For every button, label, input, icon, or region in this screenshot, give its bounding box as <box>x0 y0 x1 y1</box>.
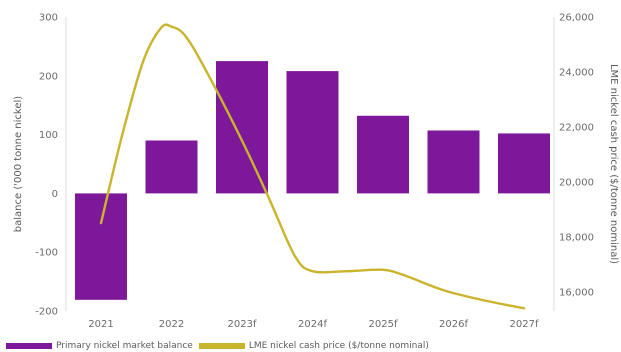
legend-swatch-price <box>198 342 245 349</box>
bar-2021 <box>75 193 127 300</box>
x-tick-label: 2025f <box>369 319 398 330</box>
y2-tick-label: 24,000 <box>559 67 594 78</box>
bar-2027f <box>498 133 550 194</box>
y2-tick-label: 18,000 <box>559 232 594 243</box>
y-tick-label: 200 <box>39 71 58 82</box>
legend-swatch-balance <box>6 342 52 349</box>
x-tick-label: 2021 <box>88 319 113 330</box>
x-axis-ticks: 2021 2022 2023f 2024f 2025f 2026f 2027f <box>88 319 539 330</box>
y-tick-label: 0 <box>52 189 58 200</box>
legend-label-balance: Primary nickel market balance <box>56 340 193 351</box>
bar-2023f <box>216 61 268 194</box>
nickel-balance-chart: 300 200 100 0 -100 -200 26,000 24,000 22,000 20,… <box>13 13 619 331</box>
x-tick-label: 2027f <box>510 319 539 330</box>
bar-2024f <box>286 71 339 194</box>
bar-2026f <box>427 130 480 194</box>
y-tick-label: -200 <box>35 307 58 318</box>
left-axis-title: balance ('000 tonne nickel) <box>13 96 24 232</box>
legend: Primary nickel market balance LME nickel… <box>6 339 606 352</box>
right-axis-ticks: 26,000 24,000 22,000 20,000 18,000 16,000 <box>559 13 594 299</box>
y-tick-label: 100 <box>39 130 58 141</box>
x-tick-label: 2022 <box>159 319 184 330</box>
y2-tick-label: 22,000 <box>559 122 594 133</box>
left-axis-ticks: 300 200 100 0 -100 -200 <box>35 13 58 318</box>
bar-2022 <box>145 140 198 194</box>
y2-tick-label: 26,000 <box>559 13 594 24</box>
x-tick-label: 2024f <box>298 319 327 330</box>
bar-2025f <box>357 115 409 194</box>
x-tick-label: 2026f <box>439 319 468 330</box>
price-line-series <box>99 23 526 310</box>
legend-label-price: LME nickel cash price ($/tonne nominal) <box>248 340 429 351</box>
legend-item-price: LME nickel cash price ($/tonne nominal) <box>198 340 429 351</box>
y2-tick-label: 20,000 <box>559 177 594 188</box>
y-tick-label: 300 <box>39 13 58 24</box>
x-tick-label: 2023f <box>228 319 257 330</box>
legend-item-balance: Primary nickel market balance <box>6 341 193 351</box>
bar-series <box>75 61 550 300</box>
right-axis-title: LME nickel cash price ($/tonne nominal) <box>608 64 619 264</box>
y2-tick-label: 16,000 <box>559 287 594 298</box>
y-tick-label: -100 <box>35 248 58 259</box>
